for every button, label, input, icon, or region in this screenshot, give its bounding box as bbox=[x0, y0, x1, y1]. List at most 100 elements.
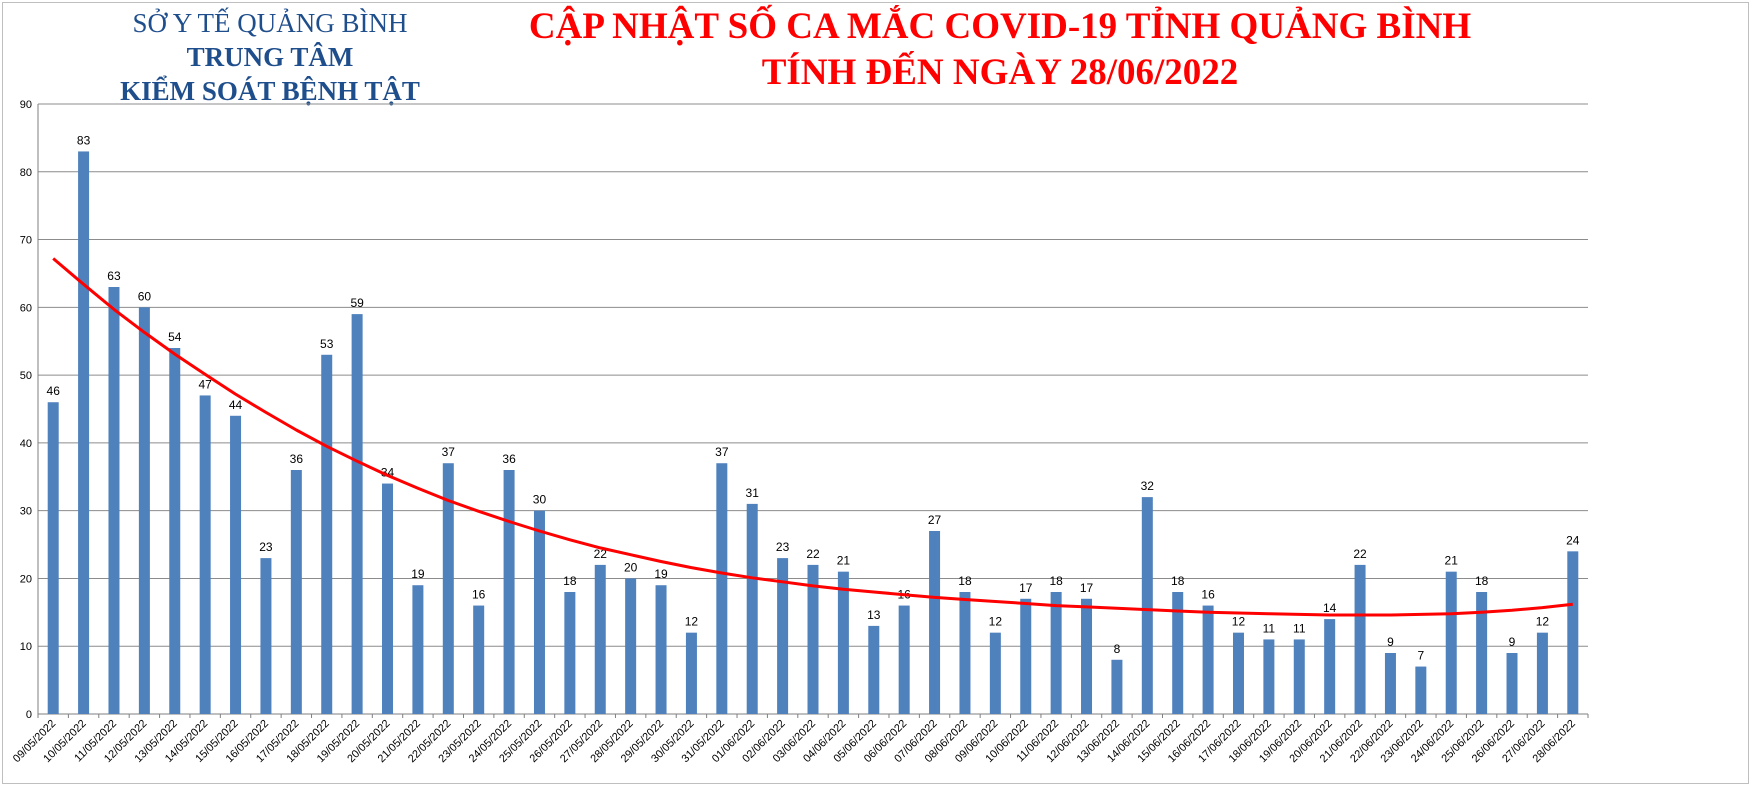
bar bbox=[1050, 592, 1062, 714]
data-label: 21 bbox=[837, 554, 851, 568]
bar bbox=[1384, 653, 1396, 714]
data-label: 54 bbox=[168, 330, 182, 344]
bar bbox=[260, 558, 272, 714]
y-tick-label: 70 bbox=[20, 235, 32, 247]
data-label: 20 bbox=[624, 560, 638, 574]
bar bbox=[1172, 592, 1184, 714]
bar bbox=[1263, 639, 1275, 714]
data-label: 14 bbox=[1323, 601, 1337, 615]
trend-line bbox=[52, 257, 1573, 617]
y-tick-label: 40 bbox=[20, 438, 32, 450]
bar bbox=[1020, 598, 1032, 714]
bar bbox=[230, 415, 242, 714]
y-tick-label: 90 bbox=[20, 99, 32, 111]
y-tick-label: 20 bbox=[20, 573, 32, 585]
bar bbox=[199, 395, 211, 714]
data-label: 9 bbox=[1509, 635, 1516, 649]
organization-name: SỞ Y TẾ QUẢNG BÌNH TRUNG TÂM KIỂM SOÁT B… bbox=[100, 6, 440, 108]
bar bbox=[929, 531, 941, 714]
data-label: 16 bbox=[1201, 588, 1215, 602]
data-label: 18 bbox=[958, 574, 972, 588]
data-label: 7 bbox=[1417, 649, 1424, 663]
bar bbox=[138, 307, 150, 714]
chart-title: CẬP NHẬT SỐ CA MẮC COVID-19 TỈNH QUẢNG B… bbox=[480, 4, 1520, 96]
bar bbox=[777, 558, 789, 714]
y-tick-label: 0 bbox=[26, 709, 32, 721]
data-label: 11 bbox=[1293, 621, 1306, 635]
bar bbox=[108, 287, 120, 714]
bar bbox=[78, 151, 90, 714]
bar bbox=[807, 564, 819, 714]
bar bbox=[625, 578, 637, 714]
data-label: 9 bbox=[1387, 635, 1394, 649]
bar bbox=[716, 463, 728, 714]
data-label: 11 bbox=[1263, 621, 1276, 635]
data-label: 18 bbox=[1171, 574, 1185, 588]
bar bbox=[1141, 497, 1153, 714]
chart-title-line-2: TÍNH ĐẾN NGÀY 28/06/2022 bbox=[761, 52, 1239, 93]
data-label: 19 bbox=[411, 567, 425, 581]
bar bbox=[169, 348, 181, 714]
data-label: 12 bbox=[989, 615, 1003, 629]
bar bbox=[837, 571, 849, 714]
data-label: 16 bbox=[472, 588, 486, 602]
bar bbox=[442, 463, 454, 714]
data-label: 47 bbox=[198, 377, 212, 391]
data-label: 22 bbox=[806, 547, 820, 561]
data-label: 13 bbox=[867, 608, 881, 622]
bar bbox=[1324, 619, 1336, 714]
bar bbox=[473, 605, 485, 714]
data-label: 23 bbox=[259, 540, 273, 554]
data-label: 22 bbox=[1353, 547, 1367, 561]
bar bbox=[746, 503, 758, 714]
data-label: 60 bbox=[138, 289, 152, 303]
y-tick-label: 50 bbox=[20, 370, 32, 382]
data-label: 17 bbox=[1080, 581, 1094, 595]
bar bbox=[47, 402, 59, 714]
data-label: 18 bbox=[1475, 574, 1489, 588]
bar bbox=[1415, 666, 1427, 714]
data-label: 19 bbox=[654, 567, 668, 581]
data-label: 37 bbox=[442, 445, 456, 459]
data-label: 31 bbox=[746, 486, 760, 500]
bar bbox=[1506, 653, 1518, 714]
bar bbox=[1354, 564, 1366, 714]
data-label: 22 bbox=[594, 547, 608, 561]
org-line-2: TRUNG TÂM bbox=[186, 42, 354, 72]
data-label: 12 bbox=[1536, 615, 1550, 629]
bar bbox=[1232, 632, 1244, 714]
bar bbox=[351, 314, 363, 714]
data-label: 30 bbox=[533, 493, 547, 507]
data-label: 18 bbox=[563, 574, 577, 588]
data-label: 8 bbox=[1114, 642, 1121, 656]
bar bbox=[1567, 551, 1579, 714]
data-label: 12 bbox=[1232, 615, 1246, 629]
bar bbox=[503, 470, 515, 714]
bar bbox=[321, 354, 333, 714]
bar bbox=[1293, 639, 1305, 714]
bar bbox=[412, 585, 424, 714]
data-label: 27 bbox=[928, 513, 942, 527]
data-label: 17 bbox=[1019, 581, 1033, 595]
bar bbox=[959, 592, 971, 714]
bar bbox=[989, 632, 1001, 714]
bar bbox=[1111, 659, 1123, 714]
y-tick-label: 30 bbox=[20, 506, 32, 518]
data-label: 53 bbox=[320, 337, 334, 351]
org-line-3: KIỂM SOÁT BỆNH TẬT bbox=[120, 76, 420, 106]
bar bbox=[898, 605, 910, 714]
data-label: 12 bbox=[685, 615, 699, 629]
data-label: 23 bbox=[776, 540, 790, 554]
bar bbox=[868, 625, 880, 714]
y-tick-label: 80 bbox=[20, 167, 32, 179]
data-label: 36 bbox=[290, 452, 304, 466]
y-tick-label: 60 bbox=[20, 302, 32, 314]
bar bbox=[1476, 592, 1488, 714]
bar bbox=[685, 632, 697, 714]
bar bbox=[382, 483, 394, 714]
data-label: 36 bbox=[502, 452, 516, 466]
org-line-1: SỞ Y TẾ QUẢNG BÌNH bbox=[132, 8, 408, 38]
bar bbox=[564, 592, 576, 714]
